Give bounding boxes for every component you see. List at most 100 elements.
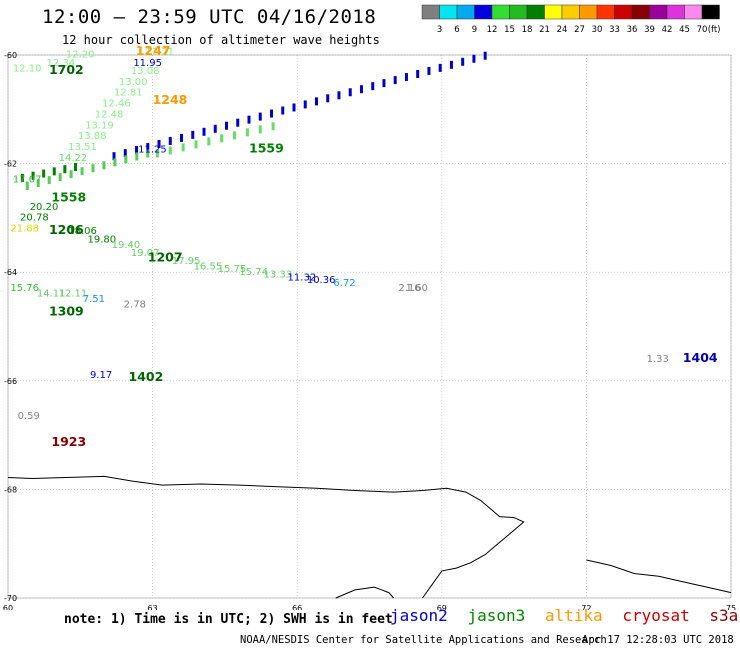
- track-mark: [102, 161, 106, 170]
- legend-altika: altika: [544, 606, 603, 625]
- track-mark: [371, 82, 375, 91]
- track-mark: [271, 122, 275, 131]
- scale-label: 27: [574, 25, 585, 35]
- swh-label: 14.11: [37, 289, 66, 300]
- swh-label: 11.25: [138, 145, 167, 156]
- scale-label: 45: [679, 25, 690, 35]
- lon-tick-label: 66: [292, 604, 302, 610]
- swh-label: 17.07: [13, 175, 42, 186]
- swh-label: 10.36: [307, 275, 336, 286]
- swh-label: 12.34: [47, 58, 76, 69]
- swh-label: 15.74: [239, 267, 268, 278]
- track-mark: [202, 127, 206, 136]
- swh-label: 13.00: [119, 77, 148, 88]
- lat-tick-label: -68: [4, 485, 17, 494]
- scale-label: 36: [627, 25, 638, 35]
- legend-cryosat: cryosat: [622, 606, 690, 625]
- satellite-track: [155, 122, 275, 158]
- swh-label: 19.80: [88, 234, 117, 245]
- generated-timestamp: Apr 17 12:28:03 UTC 2018: [582, 634, 734, 646]
- coastline: [7, 475, 525, 599]
- legend-jason2: jason2: [390, 606, 448, 625]
- track-mark: [303, 100, 307, 109]
- scale-label: 30: [592, 25, 603, 35]
- swh-label: 2.78: [124, 299, 146, 310]
- swh-label: 2.16: [398, 283, 420, 294]
- track-mark: [135, 146, 139, 155]
- track-mark: [36, 179, 40, 188]
- swh-label: 12.46: [102, 99, 131, 110]
- swh-label: 13.88: [78, 131, 107, 142]
- scale-label: 39: [644, 25, 655, 35]
- lat-tick-label: -70: [4, 594, 17, 603]
- swh-label: 15.75: [218, 264, 247, 275]
- map-frame: [7, 54, 732, 599]
- track-mark: [449, 60, 453, 69]
- swh-label: 12.21: [145, 47, 174, 58]
- track-mark: [123, 149, 127, 158]
- lat-tick-label: -60: [4, 51, 17, 60]
- grid-lines: [7, 54, 732, 599]
- pass-time-label: 1247: [136, 43, 171, 58]
- track-mark: [438, 63, 442, 72]
- scale-swatch: [526, 4, 545, 20]
- track-mark: [91, 164, 95, 173]
- swh-label: 12.11: [59, 289, 88, 300]
- scale-label: 6: [454, 25, 459, 35]
- scale-swatch: [491, 4, 510, 20]
- track-mark: [207, 137, 211, 146]
- track-mark: [404, 73, 408, 82]
- scale-swatch: [614, 4, 633, 20]
- track-mark: [382, 79, 386, 88]
- swh-label: 16.55: [194, 261, 223, 272]
- scale-label: 21: [539, 25, 550, 35]
- satellite-track: [20, 163, 77, 182]
- track-mark: [181, 143, 185, 152]
- swh-label: 12.10: [13, 63, 42, 74]
- scale-swatch: [474, 4, 493, 20]
- pass-time-label: 1207: [148, 249, 183, 264]
- swh-label: 9.17: [90, 370, 112, 381]
- track-mark: [314, 97, 318, 106]
- track-mark: [269, 109, 273, 118]
- scale-swatch: [544, 4, 563, 20]
- swh-label: 13.51: [68, 142, 97, 153]
- scale-label: 12: [487, 25, 498, 35]
- credit-line: NOAA/NESDIS Center for Satellite Applica…: [240, 634, 607, 646]
- track-mark: [155, 149, 159, 158]
- map-title: 12:00 — 23:59 UTC 04/16/2018: [42, 6, 377, 28]
- track-mark: [25, 182, 29, 191]
- track-mark: [220, 134, 224, 143]
- scale-swatch: [439, 4, 458, 20]
- track-mark: [168, 146, 172, 155]
- track-mark: [359, 85, 363, 94]
- track-mark: [63, 165, 67, 174]
- swh-label: 18.06: [68, 226, 97, 237]
- swh-label: 7.51: [83, 294, 105, 305]
- satellite-track: [112, 51, 487, 161]
- pass-time-label: 1206: [49, 222, 84, 237]
- swh-label: 19.07: [131, 248, 160, 259]
- swh-label: 13.19: [85, 120, 114, 131]
- track-mark: [157, 139, 161, 148]
- track-mark: [194, 140, 198, 149]
- track-mark: [58, 173, 62, 182]
- lon-tick-label: 60: [3, 604, 13, 610]
- pass-time-label: 1404: [683, 350, 718, 365]
- track-mark: [20, 173, 24, 182]
- swh-label: 12.20: [66, 50, 95, 61]
- track-mark: [245, 128, 249, 137]
- track-mark: [427, 66, 431, 75]
- track-mark: [146, 149, 150, 158]
- lat-tick-label: -66: [4, 377, 17, 386]
- lon-tick-label: 69: [437, 604, 447, 610]
- track-mark: [113, 158, 117, 167]
- track-mark: [233, 131, 237, 140]
- track-mark: [292, 103, 296, 112]
- scale-label: 42: [662, 25, 673, 35]
- swh-label: 13.33: [263, 270, 292, 281]
- track-mark: [191, 130, 195, 139]
- swh-label: 20.78: [20, 213, 49, 224]
- track-mark: [168, 136, 172, 145]
